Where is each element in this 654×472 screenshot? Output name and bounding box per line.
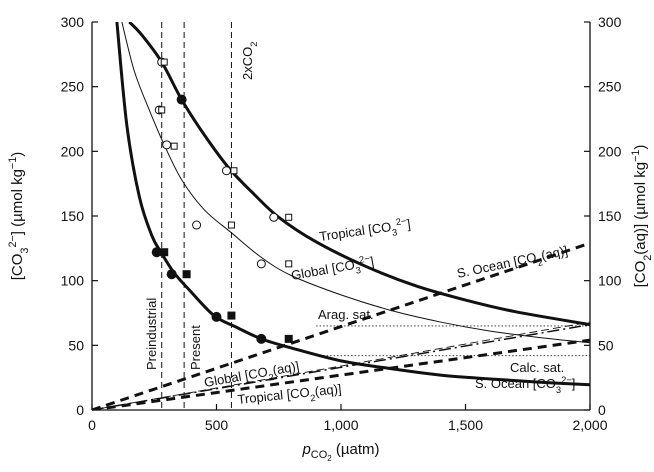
label-tropical-co3: Tropical [CO32−] — [318, 215, 412, 248]
y-tick-label-right: 100 — [598, 273, 622, 289]
series-line — [115, 22, 590, 387]
label-southern-ocean-co2aq: S. Ocean [CO2(aq)] — [456, 243, 570, 285]
y-tick-label-left: 150 — [61, 208, 85, 224]
labels: pCO2 (µatm)[CO32−] (µmol kg−1)[CO2(aq)] … — [7, 42, 654, 463]
plot-area — [92, 22, 590, 410]
open-square-marker — [285, 213, 293, 221]
label-present: Present — [188, 325, 203, 370]
label-tropical-co3-part: 3 — [391, 227, 398, 238]
filled-square-marker — [160, 248, 169, 257]
label-calcite-saturation: Calc. sat. — [510, 360, 564, 375]
y-tick-label-left: 50 — [68, 337, 84, 353]
open-square-marker — [170, 142, 178, 150]
label-aragonite-saturation: Arag. sat. — [318, 307, 374, 322]
y-axis-title-right: [CO2(aq)] (µmol kg−1) — [630, 145, 654, 288]
open-square-marker — [227, 221, 235, 229]
label-2xco2-part: 2xCO — [240, 47, 255, 80]
y-axis-title-right-part: 2 — [642, 255, 654, 261]
x-tick-label: 1,000 — [323, 417, 358, 433]
x-tick-label: 1,500 — [448, 417, 483, 433]
y-axis-title-left-part: −1 — [7, 157, 19, 169]
y-axis-title-right-part: ) — [632, 145, 649, 150]
x-axis-title-part: CO — [311, 449, 328, 461]
filled-circle-marker — [256, 333, 267, 344]
y-tick-label-left: 300 — [61, 14, 85, 30]
series-line — [92, 338, 590, 410]
label-tropical-co3-part: 2− — [395, 216, 407, 227]
label-southern-ocean-co3-part: 2− — [561, 375, 572, 385]
filled-circle-marker — [176, 94, 187, 105]
label-southern-ocean-co3: S. Ocean [CO32−] — [475, 375, 575, 395]
y-tick-label-right: 300 — [598, 14, 622, 30]
y-tick-label-right: 50 — [598, 337, 614, 353]
x-axis-title-part: 2 — [327, 454, 332, 463]
label-global-co3-part: 2− — [358, 253, 370, 265]
y-axis-title-left-part: ] (µmol kg — [9, 169, 26, 235]
label-tropical-co2aq-part: 2 — [310, 393, 316, 403]
open-circle-marker — [256, 259, 266, 269]
series-line — [92, 321, 590, 410]
x-tick-label: 2,000 — [572, 417, 607, 433]
label-2xco2: 2xCO2 — [240, 42, 259, 80]
open-square-marker — [230, 167, 238, 175]
y-tick-label-right: 150 — [598, 208, 622, 224]
label-global-co2aq-part: (aq)] — [271, 358, 300, 377]
label-global-co3: Global [CO32−] — [290, 253, 376, 287]
x-axis-title-part: p — [301, 441, 310, 458]
y-tick-label-left: 200 — [61, 143, 85, 159]
x-axis-title: pCO2 (µatm) — [301, 441, 379, 463]
y-axis-title-right-part: −1 — [630, 150, 642, 162]
label-tropical-co3-part: ] — [406, 216, 412, 231]
label-tropical-co2aq-part: (aq)] — [314, 381, 342, 399]
series-line — [92, 241, 590, 410]
filled-square-marker — [227, 311, 236, 320]
y-tick-label-left: 250 — [61, 79, 85, 95]
open-square-marker — [160, 58, 168, 66]
label-global-co3-part: 3 — [355, 265, 362, 276]
y-axis-title-left-part: ) — [9, 152, 26, 157]
label-tropical-co3-part: Tropical [CO — [318, 219, 392, 244]
y-axis-title-right-part: [CO — [632, 261, 649, 288]
label-southern-ocean-co3-part: ] — [572, 376, 576, 391]
y-axis-title-left-part: 3 — [19, 248, 31, 254]
label-southern-ocean-co2aq-part: 2 — [537, 257, 544, 268]
open-square-marker — [158, 106, 166, 114]
label-global-co3-part: ] — [369, 254, 375, 269]
label-2xco2-part: 2 — [249, 42, 259, 47]
y-axis-title-left-part: [CO — [9, 254, 26, 281]
series-line — [128, 22, 590, 327]
label-southern-ocean-co3-part: S. Ocean [CO — [475, 376, 556, 391]
label-preindustrial: Preindustrial — [144, 298, 159, 370]
y-tick-label-right: 250 — [598, 79, 622, 95]
y-tick-label-right: 200 — [598, 143, 622, 159]
y-tick-label-left: 0 — [76, 402, 84, 418]
filled-circle-marker — [166, 269, 177, 280]
open-circle-marker — [221, 166, 231, 176]
x-tick-label: 0 — [88, 417, 96, 433]
y-tick-label-left: 100 — [61, 273, 85, 289]
x-axis-title-part: (µatm) — [332, 441, 380, 458]
label-global-co3-part: Global [CO — [290, 257, 356, 283]
y-axis-title-left-part: 2− — [7, 235, 19, 247]
series-line — [121, 22, 590, 344]
y-axis-title-left: [CO32−] (µmol kg−1) — [7, 152, 31, 280]
open-square-marker — [285, 260, 293, 268]
label-global-co2aq-part: 2 — [268, 372, 275, 383]
filled-circle-marker — [211, 311, 222, 322]
label-southern-ocean-co2aq-part: S. Ocean [CO — [456, 249, 538, 280]
open-circle-marker — [269, 212, 279, 222]
label-southern-ocean-co3-part: 3 — [556, 385, 561, 395]
filled-square-marker — [182, 270, 191, 279]
open-circle-marker — [162, 140, 172, 150]
y-axis-title-right-part: (aq)] (µmol kg — [632, 162, 649, 255]
label-tropical-co2aq: Tropical [CO2(aq)] — [237, 381, 343, 411]
filled-circle-marker — [151, 247, 162, 258]
open-circle-marker — [192, 220, 202, 230]
label-southern-ocean-co2aq-part: (aq)] — [540, 243, 569, 263]
x-tick-label: 500 — [205, 417, 229, 433]
filled-square-marker — [284, 334, 293, 343]
y-tick-label-right: 0 — [598, 402, 606, 418]
